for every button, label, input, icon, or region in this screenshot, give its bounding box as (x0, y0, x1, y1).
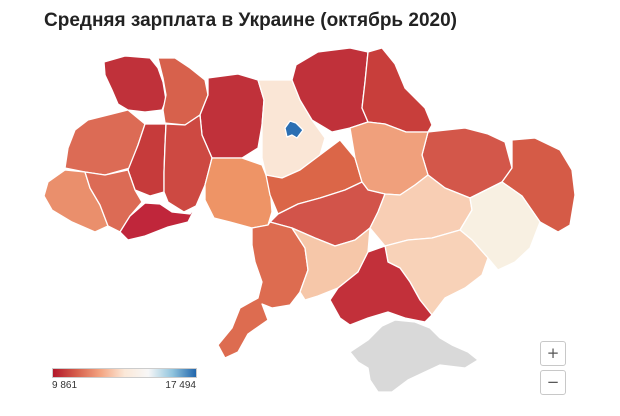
zoom-in-button[interactable]: + (540, 341, 566, 366)
region-odesa[interactable] (217, 221, 309, 359)
region-lviv[interactable] (64, 109, 146, 176)
region-donetsk[interactable] (459, 181, 541, 271)
region-crimea[interactable] (349, 319, 479, 393)
zoom-out-button[interactable]: − (540, 370, 566, 395)
region-kherson[interactable] (329, 245, 433, 326)
legend-max-label: 17 494 (165, 380, 196, 391)
region-vinnytsia[interactable] (204, 157, 273, 229)
region-zhytomyr[interactable] (199, 73, 265, 159)
region-volyn[interactable] (103, 55, 167, 113)
map-title: Средняя зарплата в Украине (октябрь 2020… (44, 10, 457, 31)
legend-min-label: 9 861 (52, 380, 78, 391)
legend-gradient-bar (52, 368, 197, 378)
region-chernivtsi[interactable] (119, 202, 197, 241)
color-legend: 9 861 17 494 (52, 368, 197, 404)
region-luhansk[interactable] (501, 137, 576, 233)
region-kyiv-city[interactable] (284, 120, 304, 139)
region-sumy[interactable] (361, 47, 433, 133)
zoom-controls: + − (540, 341, 566, 399)
